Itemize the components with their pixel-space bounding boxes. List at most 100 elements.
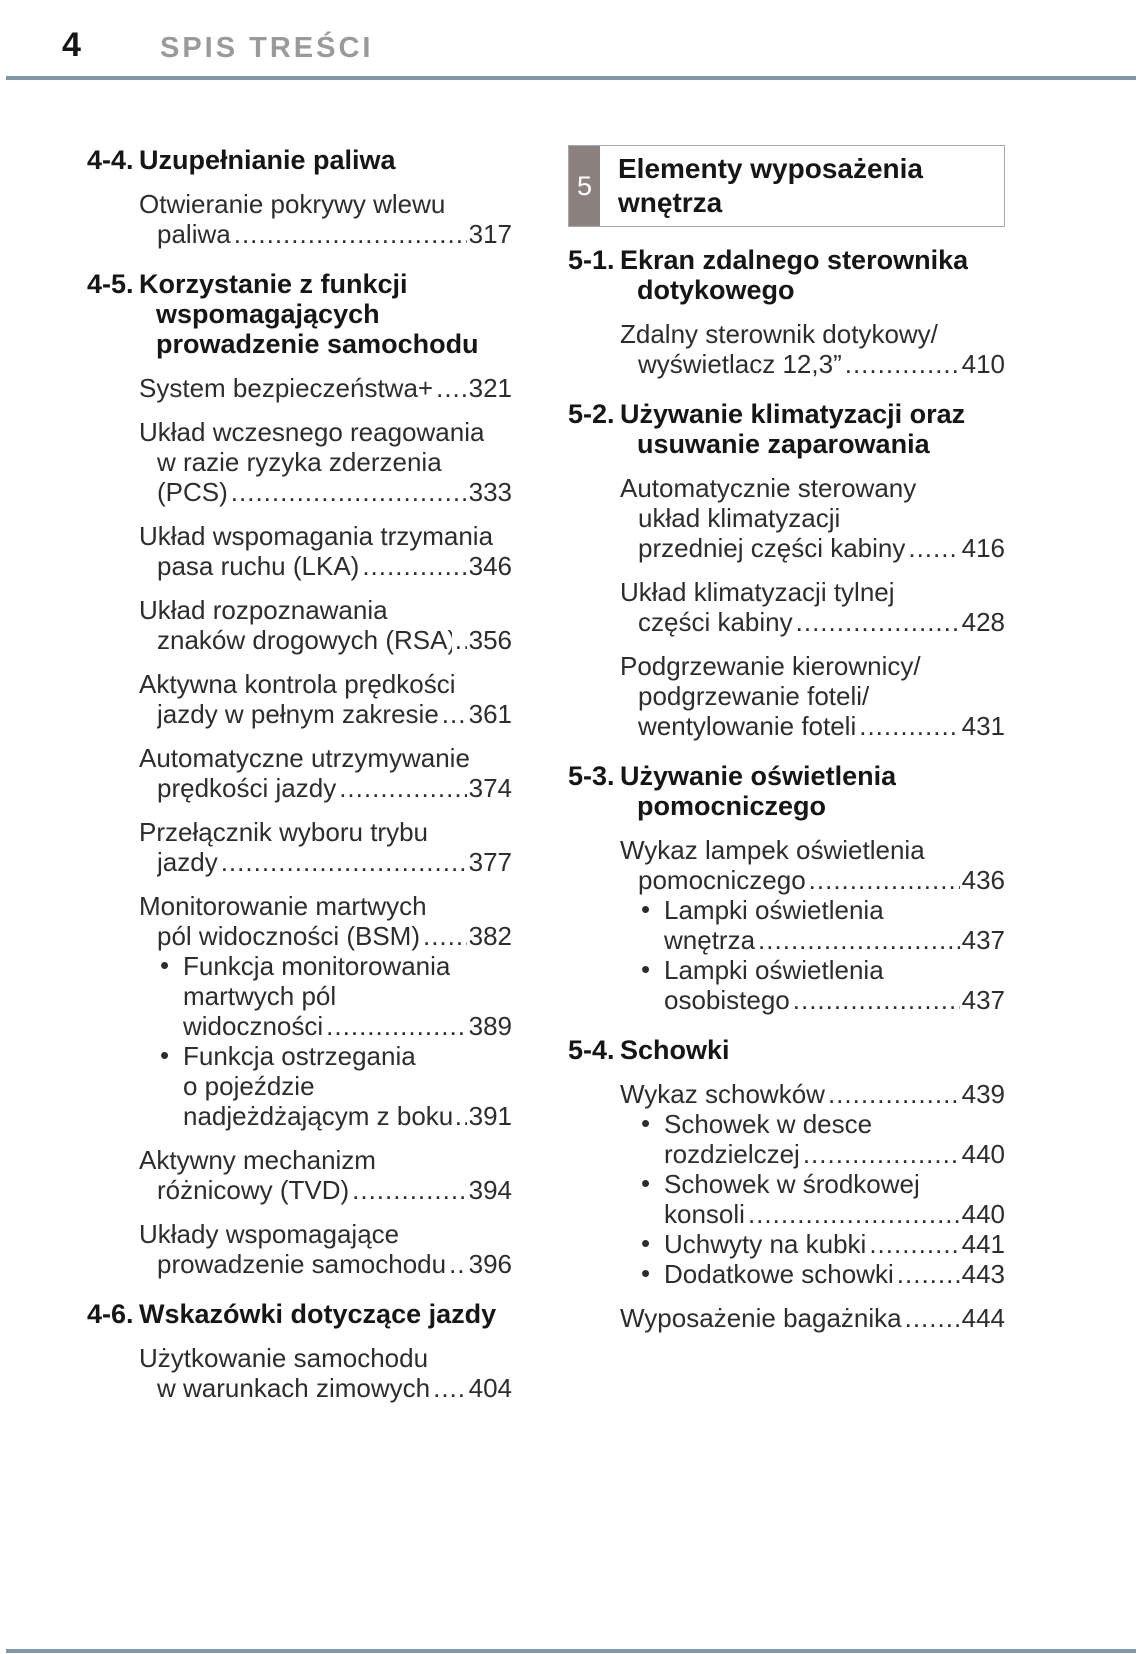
entry-text: paliwa — [157, 219, 231, 249]
entry-text: konsoli — [664, 1199, 745, 1229]
entry-text: pomocniczego — [637, 791, 827, 821]
toc-column-left: 4-4. Uzupełnianie paliwa Otwieranie pokryw… — [87, 145, 512, 1403]
entry-text: pomocniczego — [638, 865, 806, 895]
page-number: 431 — [961, 711, 1005, 741]
toc-line: znaków drogowych (RSA) 356 — [87, 625, 512, 655]
toc-line: 5-1. Ekran zdalnego sterownika — [568, 245, 1005, 275]
toc-line: Układ wspomagania trzymania — [87, 521, 512, 551]
bullet-icon: • — [641, 1228, 651, 1258]
toc-entry: Układ wspomagania trzymania pasa ruchu (L… — [87, 521, 512, 581]
toc-line: Układ wczesnego reagowania — [87, 417, 512, 447]
toc-line: pomocniczego 436 — [568, 865, 1005, 895]
entry-text: prowadzenie samochodu — [156, 329, 479, 359]
toc-line: Wykaz schowków 439 — [568, 1079, 1005, 1109]
toc-line: Układ rozpoznawania — [87, 595, 512, 625]
toc-column-right: 5 Elementy wyposażenia wnętrza 5-1. Ekran… — [568, 145, 1005, 1333]
page-number: 437 — [961, 925, 1005, 955]
toc-line: w warunkach zimowych 404 — [87, 1373, 512, 1403]
bullet-icon: • — [160, 1040, 170, 1070]
toc-line: 5-4. Schowki — [568, 1035, 1005, 1065]
dot-leader — [748, 1199, 960, 1229]
page-number: 321 — [468, 373, 512, 403]
entry-text: jazdy w pełnym zakresie — [157, 699, 439, 729]
entry-text: Układ rozpoznawania — [139, 595, 388, 625]
dot-leader — [905, 1303, 960, 1333]
entry-text: Podgrzewanie kierownicy/ — [620, 651, 921, 681]
toc-line: układ klimatyzacji — [568, 503, 1005, 533]
section-number: 5-3. — [568, 761, 615, 791]
toc-line: Zdalny sterownik dotykowy/ — [568, 319, 1005, 349]
page-number-header: 4 — [62, 26, 82, 64]
page-number: 356 — [468, 625, 512, 655]
section-number: 4-4. — [87, 145, 134, 175]
toc-line: martwych pól — [87, 981, 512, 1011]
toc-section: 4-5. Korzystanie z funkcji wspomagających p… — [87, 269, 512, 359]
entry-text: Schowki — [620, 1035, 730, 1065]
entry-text: pól widoczności (BSM) — [157, 921, 420, 951]
entry-text: Wykaz lampek oświetlenia — [620, 835, 925, 865]
entry-text: wnętrza — [664, 925, 756, 955]
entry-text: Układ wspomagania trzymania — [139, 521, 494, 551]
dot-leader — [908, 533, 959, 563]
entry-text: Lampki oświetlenia — [664, 895, 884, 925]
page-number: 440 — [961, 1139, 1005, 1169]
entry-text: Użytkowanie samochodu — [139, 1343, 429, 1373]
toc-line: wyświetlacz 12,3” 410 — [568, 349, 1005, 379]
entry-text: Korzystanie z funkcji — [139, 269, 408, 299]
toc-entry: Monitorowanie martwych pól widoczności (B… — [87, 891, 512, 951]
entry-text: Otwieranie pokrywy wlewu — [139, 189, 446, 219]
entry-text: wentylowanie foteli — [638, 711, 857, 741]
toc-entry: Układ rozpoznawania znaków drogowych (RSA… — [87, 595, 512, 655]
toc-line: Przełącznik wyboru trybu — [87, 817, 512, 847]
entry-text: jazdy — [157, 847, 218, 877]
section-number: 4-5. — [87, 269, 134, 299]
dot-leader — [352, 1175, 466, 1205]
entry-text: System bezpieczeństwa+ — [139, 373, 434, 403]
toc-sub-entry: • Funkcja ostrzegania o pojeździe nadjeżdża… — [87, 1040, 512, 1131]
toc-entry: Układy wspomagające prowadzenie samochodu… — [87, 1219, 512, 1279]
entry-text: przedniej części kabiny — [638, 533, 906, 563]
toc-line: prowadzenie samochodu 396 — [87, 1249, 512, 1279]
dot-leader — [758, 925, 960, 955]
toc-line: wspomagających — [87, 299, 512, 329]
entry-text: Wykaz schowków — [620, 1079, 825, 1109]
toc-line: • Uchwyty na kubki 441 — [568, 1228, 1005, 1259]
entry-text: Schowek w środkowej — [664, 1169, 920, 1199]
entry-text: Wskazówki dotyczące jazdy — [139, 1299, 497, 1329]
toc-line: Podgrzewanie kierownicy/ — [568, 651, 1005, 681]
toc-line: w razie ryzyka zderzenia — [87, 447, 512, 477]
toc-line: konsoli 440 — [568, 1199, 1005, 1229]
dot-leader — [793, 985, 960, 1015]
toc-line: wnętrza 437 — [568, 925, 1005, 955]
dot-leader — [326, 1011, 466, 1041]
toc-line: pasa ruchu (LKA) 346 — [87, 551, 512, 581]
toc-entry: Podgrzewanie kierownicy/podgrzewanie fot… — [568, 651, 1005, 741]
page-number: 428 — [961, 607, 1005, 637]
bullet-icon: • — [160, 950, 170, 980]
dot-leader — [455, 1101, 467, 1131]
bullet-icon: • — [641, 1258, 651, 1288]
toc-line: jazdy 377 — [87, 847, 512, 877]
toc-line: Automatyczne utrzymywanie — [87, 743, 512, 773]
toc-sub-entry: • Uchwyty na kubki 441 — [568, 1228, 1005, 1259]
toc-entry: Wykaz schowków 439 — [568, 1079, 1005, 1109]
page-number: 382 — [468, 921, 512, 951]
toc-line: • Funkcja ostrzegania — [87, 1040, 512, 1071]
entry-text: pasa ruchu (LKA) — [157, 551, 360, 581]
entry-text: znaków drogowych (RSA) — [157, 625, 452, 655]
entry-text: Wyposażenie bagażnika — [620, 1303, 902, 1333]
toc-entry: Zdalny sterownik dotykowy/wyświetlacz 12… — [568, 319, 1005, 379]
entry-text: usuwanie zaparowania — [637, 429, 930, 459]
toc-line: prowadzenie samochodu — [87, 329, 512, 359]
page-number: 333 — [468, 477, 512, 507]
toc-line: o pojeździe — [87, 1071, 512, 1101]
entry-text: Układy wspomagające — [139, 1219, 400, 1249]
chapter-banner-title: Elementy wyposażenia wnętrza — [618, 153, 924, 218]
toc-line: Użytkowanie samochodu — [87, 1343, 512, 1373]
toc-section: 4-4. Uzupełnianie paliwa — [87, 145, 512, 175]
toc-entry: Użytkowanie samochodu w warunkach zimowyc… — [87, 1343, 512, 1403]
dot-leader — [231, 477, 467, 507]
entry-text: Automatycznie sterowany — [620, 473, 917, 503]
